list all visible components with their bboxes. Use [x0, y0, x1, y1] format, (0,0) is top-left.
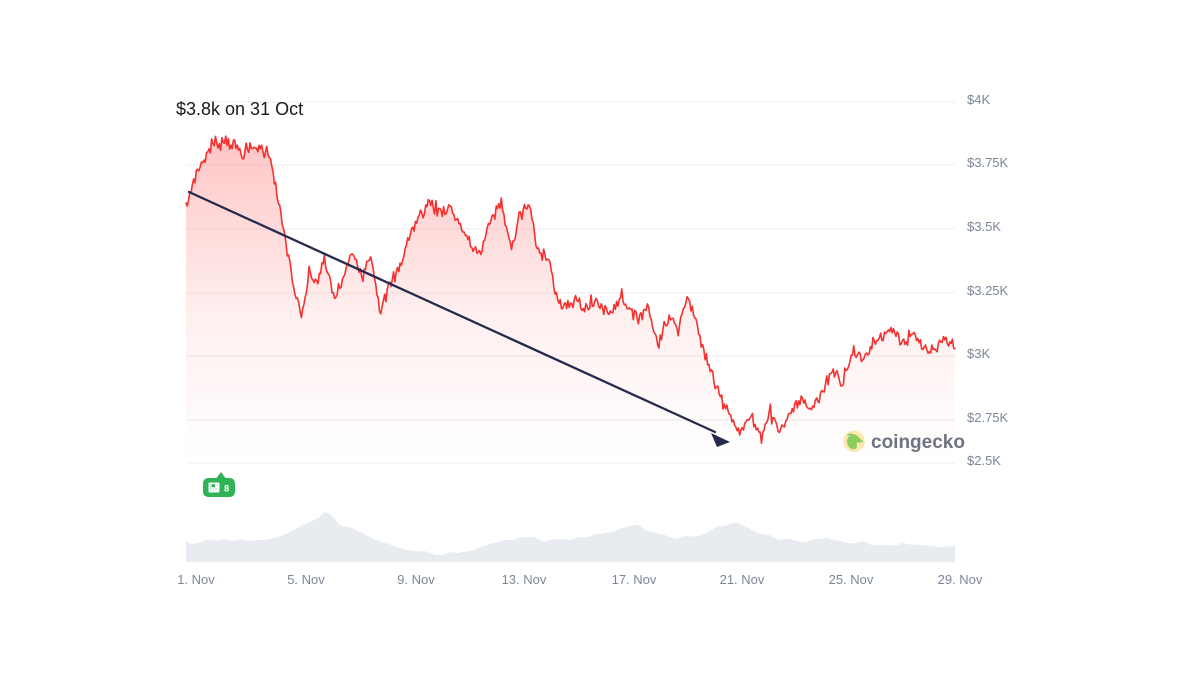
svg-text:8: 8	[224, 483, 229, 493]
